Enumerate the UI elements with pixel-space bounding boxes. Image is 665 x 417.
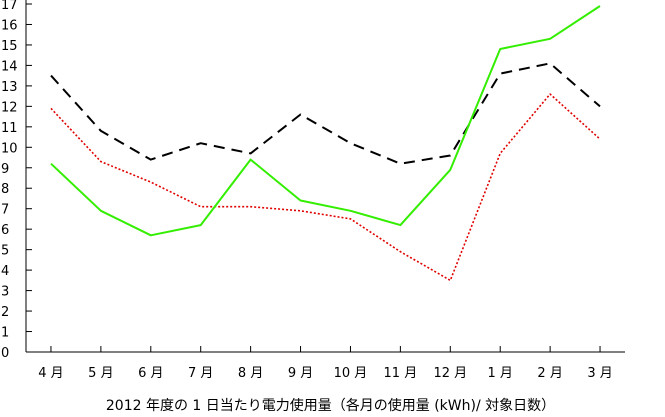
y-tick-label: 12 (1, 100, 18, 115)
y-tick-label: 13 (1, 80, 18, 95)
x-tick-label: 12 月 (433, 366, 467, 381)
y-tick-label: 5 (1, 244, 9, 259)
y-tick-label: 3 (1, 285, 9, 300)
y-tick-label: 4 (1, 264, 9, 279)
y-tick-label: 7 (1, 203, 9, 218)
x-tick-label: 11 月 (384, 366, 418, 381)
x-tick-label: 1 月 (488, 366, 513, 381)
x-tick-label: 3 月 (587, 366, 612, 381)
y-tick-label: 10 (1, 141, 18, 156)
series-line-3 (50, 5, 601, 237)
y-tick-label: 8 (1, 182, 9, 197)
y-tick-label: 0 (1, 346, 9, 361)
series-layer (50, 5, 601, 282)
y-tick-label: 11 (1, 121, 18, 136)
x-tick-label: 8 月 (238, 366, 263, 381)
x-tick-label: 7 月 (188, 366, 213, 381)
y-tick-label: 9 (1, 162, 9, 177)
series-line-1 (50, 62, 601, 165)
x-tick-label: 5 月 (88, 366, 113, 381)
x-tick-label: 10 月 (334, 366, 368, 381)
y-tick-label: 15 (1, 39, 18, 54)
y-tick-label: 17 (1, 0, 18, 13)
x-axis-title: 2012 年度の 1 日当たり電力使用量（各月の使用量 (kWh)/ 対象日数） (106, 397, 555, 414)
x-tick-label: 9 月 (288, 366, 313, 381)
y-tick-label: 1 (1, 326, 9, 341)
series-line-2 (50, 93, 601, 282)
y-tick-label: 16 (1, 18, 18, 33)
x-tick-label: 4 月 (38, 366, 63, 381)
x-tick-label: 6 月 (138, 366, 163, 381)
y-tick-label: 6 (1, 223, 9, 238)
y-tick-label: 2 (1, 305, 9, 320)
x-axis-ticks: 4 月 5 月 6 月 7 月 8 月 9 月 10 月 11 月 12 月 1 月 2 月 3 月 (38, 346, 613, 381)
x-tick-label: 2 月 (537, 366, 562, 381)
y-tick-label: 14 (1, 59, 18, 74)
